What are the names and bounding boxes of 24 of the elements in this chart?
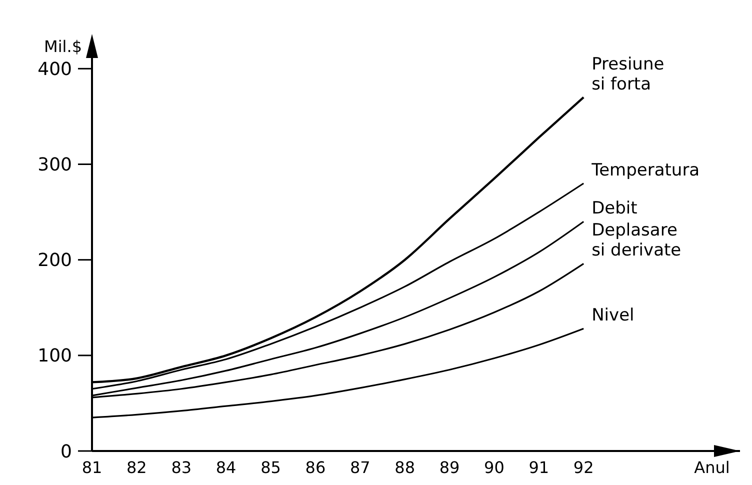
y-axis-title: Mil.$	[44, 37, 82, 56]
y-tick-label: 0	[60, 441, 72, 462]
x-axis-title: Anul	[694, 458, 730, 477]
x-tick-label: 85	[260, 458, 281, 477]
x-tick-label: 84	[216, 458, 236, 477]
x-tick-label: 92	[573, 458, 594, 477]
x-tick-label: 82	[126, 458, 147, 477]
x-tick-label: 91	[528, 458, 550, 477]
series-label: Temperatura	[590, 160, 700, 180]
x-tick-label: 86	[305, 458, 326, 477]
series-label: Nivel	[592, 306, 634, 326]
x-tick-label: 88	[394, 458, 416, 477]
x-tick-label: 83	[171, 458, 192, 477]
x-tick-label: 89	[439, 458, 460, 477]
x-tick-label: 87	[350, 458, 370, 477]
series-label: Presiune si forta	[592, 54, 664, 94]
y-tick-label: 200	[38, 250, 72, 272]
series-label: Deplasare si derivate	[592, 220, 682, 261]
y-tick-label: 100	[38, 346, 72, 367]
x-tick-label: 81	[82, 458, 102, 477]
y-tick-label: 400	[38, 58, 72, 80]
y-tick-label: 300	[38, 154, 72, 176]
series-label: Debit	[592, 198, 638, 219]
x-tick-label: 90	[484, 458, 504, 477]
